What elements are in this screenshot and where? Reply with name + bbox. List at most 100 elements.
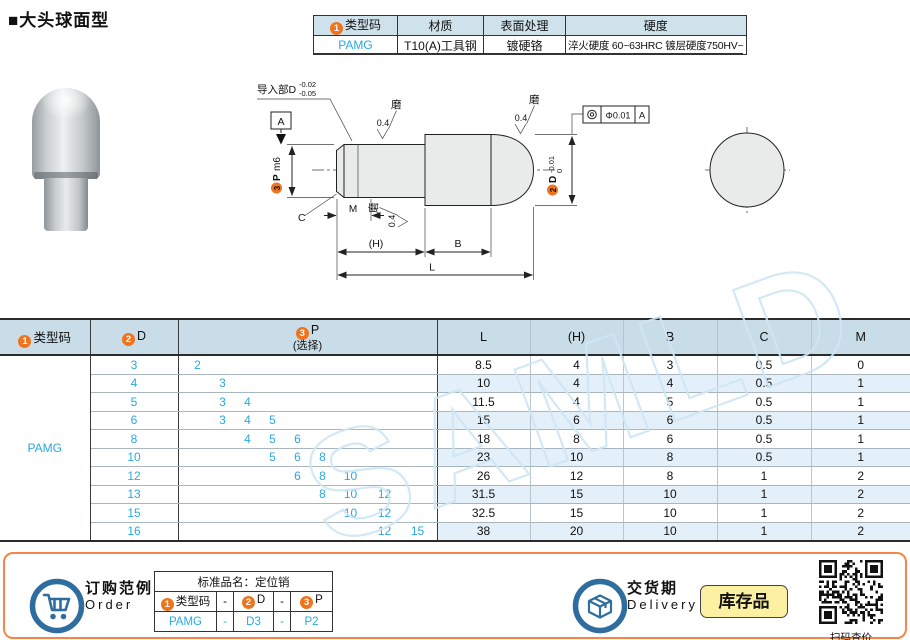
- d-value-cell[interactable]: 8: [90, 429, 179, 449]
- d-value-cell[interactable]: 16: [90, 522, 179, 542]
- p-value[interactable]: 2: [194, 357, 201, 372]
- finish-value: 0.4: [387, 215, 397, 228]
- m-value-cell: 0: [811, 355, 910, 375]
- spec-header-label: 类型码: [344, 18, 381, 32]
- table-row: 12 6 8 10 26 12 8 1 2: [0, 466, 910, 486]
- d-value-cell[interactable]: 3: [90, 355, 179, 375]
- d-value-cell[interactable]: 12: [90, 466, 179, 486]
- p-value[interactable]: 5: [269, 413, 276, 428]
- d-value-cell[interactable]: 6: [90, 411, 179, 430]
- col-header-label: 类型码: [33, 330, 71, 345]
- b-value-cell: 10: [623, 485, 718, 504]
- lead-in-tol-bottom: -0.05: [299, 89, 316, 98]
- p-value[interactable]: 8: [319, 450, 326, 465]
- p-options-cell: 3: [178, 374, 438, 393]
- technical-drawing: 导入部D -0.02 -0.05 A 3 P m6 2 D 0 -0.01 Φ0…: [257, 80, 790, 280]
- p-value[interactable]: 6: [294, 468, 301, 483]
- order-table-value-row: PAMG - D3 - P2: [154, 611, 333, 632]
- spec-header-type-code: 1 类型码: [313, 15, 398, 36]
- p-value[interactable]: 4: [244, 413, 251, 428]
- type-code-cell[interactable]: PAMG: [0, 355, 91, 541]
- spec-material: T10(A)工具钢: [397, 35, 484, 55]
- order-value-d: D3: [233, 611, 274, 632]
- dim-label-c: C: [298, 212, 306, 224]
- p-options-cell: 3 4 5: [178, 411, 438, 430]
- d-value-cell[interactable]: 4: [90, 374, 179, 393]
- product-photo: [0, 40, 160, 240]
- order-value-dash: -: [216, 611, 234, 632]
- b-value-cell: 8: [623, 466, 718, 486]
- m-extension-lines: [336, 199, 372, 221]
- spec-surface: 镀硬铬: [483, 35, 566, 55]
- p-value[interactable]: 4: [244, 394, 251, 409]
- spec-header-material: 材质: [397, 15, 484, 36]
- p-value[interactable]: 12: [377, 524, 392, 539]
- p-value[interactable]: 6: [294, 450, 301, 465]
- grind-label: 磨: [529, 94, 540, 106]
- table-row: 13 8 10 12 31.5 15 10 1 2: [0, 485, 910, 504]
- p-value[interactable]: 3: [219, 394, 226, 409]
- badge-2-icon: 2: [121, 332, 135, 346]
- d-value-cell[interactable]: 10: [90, 448, 179, 467]
- col-header-P: 3 P (选择): [178, 319, 438, 356]
- p-value[interactable]: 12: [377, 505, 392, 520]
- p-value[interactable]: 10: [343, 487, 358, 502]
- order-value-type-code: PAMG: [154, 611, 217, 632]
- concentricity-icon: [587, 109, 597, 120]
- order-header-label: P: [315, 594, 323, 606]
- p-value[interactable]: 4: [244, 431, 251, 446]
- tolerance-value: Φ0.01: [606, 111, 631, 121]
- p-value[interactable]: 6: [294, 431, 301, 446]
- p-value[interactable]: 10: [343, 468, 358, 483]
- d-value-cell[interactable]: 15: [90, 503, 179, 523]
- d-extension-lines: [535, 134, 577, 206]
- badge-1-icon: 1: [18, 334, 32, 348]
- spec-header-surface: 表面处理: [483, 15, 566, 36]
- p-value[interactable]: 10: [343, 505, 358, 520]
- spec-table-underline: [313, 53, 743, 54]
- p-value[interactable]: 8: [319, 487, 326, 502]
- d-label: D: [548, 176, 559, 183]
- main-table: 1 类型码 2 D 3 P (选择) L (H) B C M PAMG 3 2 8.5 4 3 0.5 0 4 3 10 4 4…: [0, 318, 910, 542]
- p-value[interactable]: 12: [377, 487, 392, 502]
- d-badge-digit: 2: [549, 187, 558, 192]
- p-value[interactable]: 15: [410, 524, 425, 539]
- p-label: P: [272, 174, 283, 181]
- spec-type-code[interactable]: PAMG: [313, 35, 398, 55]
- b-value-cell: 10: [623, 522, 718, 542]
- photo-pin-shank: [44, 178, 88, 231]
- pin-head-outline: [424, 134, 535, 206]
- col-header-B: B: [623, 319, 718, 356]
- col-header-label: C: [759, 330, 769, 344]
- finish-symbol-icon: [376, 110, 397, 140]
- d-value-cell[interactable]: 13: [90, 485, 179, 504]
- l-value-cell: 31.5: [437, 485, 531, 504]
- h-value-cell: 12: [530, 466, 624, 486]
- m-value-cell: 2: [811, 485, 910, 504]
- datum-label: A: [277, 116, 284, 128]
- lead-in-leader: [257, 98, 353, 142]
- p-value[interactable]: 5: [269, 450, 276, 465]
- p-value[interactable]: 8: [319, 468, 326, 483]
- b-value-cell: 3: [623, 355, 718, 375]
- p-value[interactable]: 3: [219, 413, 226, 428]
- p-value[interactable]: 5: [269, 431, 276, 446]
- p-value[interactable]: 3: [219, 376, 226, 391]
- d-value-cell[interactable]: 5: [90, 392, 179, 412]
- p-options-cell: 12 15: [178, 522, 438, 542]
- delivery-title: 交货期: [627, 580, 679, 597]
- concentricity-icon: [589, 112, 595, 117]
- delivery-label-block: 交货期 Delivery: [627, 580, 698, 613]
- h-value-cell: 15: [530, 485, 624, 504]
- dim-label-m: M: [349, 204, 357, 215]
- h-value-cell: 8: [530, 429, 624, 449]
- main-table-header-row: 1 类型码 2 D 3 P (选择) L (H) B C M: [0, 319, 910, 356]
- d-tol-top: 0: [555, 169, 564, 173]
- m-value-cell: 1: [811, 374, 910, 393]
- col-header-label: L: [480, 330, 487, 344]
- p-options-cell: 4 5 6: [178, 429, 438, 449]
- tolerance-datum: A: [639, 111, 646, 122]
- col-header-label: B: [665, 330, 675, 344]
